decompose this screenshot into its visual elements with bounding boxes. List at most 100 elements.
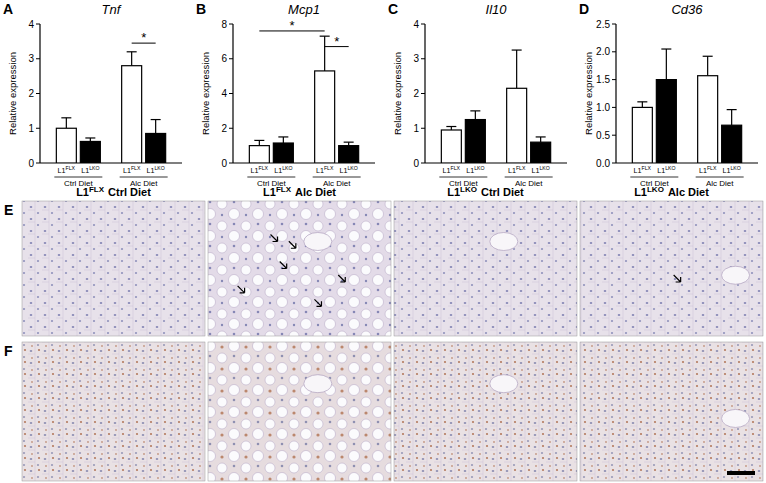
bar — [656, 80, 676, 163]
group-line — [313, 177, 361, 178]
arrow — [314, 299, 321, 306]
series-label: L1LKO — [722, 165, 740, 175]
label-superscript: LKO — [460, 185, 477, 194]
chart-title: Mcp1 — [288, 2, 320, 17]
y-tick — [229, 24, 233, 25]
diet-label: Ctrl Diet — [108, 186, 151, 198]
label-base: L1 — [657, 166, 665, 175]
error-bar — [731, 110, 732, 126]
error-bar — [707, 56, 708, 75]
error-cap — [320, 36, 330, 37]
panel-letter: D — [579, 1, 589, 17]
scale-bar — [727, 471, 755, 475]
y-tick — [36, 163, 40, 164]
label-superscript: LKO — [89, 165, 99, 171]
vessel — [304, 233, 332, 251]
error-bar — [666, 49, 667, 80]
chart-panel: Mcp1Relative expression02468L1FLXL1LKOCt… — [196, 1, 375, 188]
column-label: L1LKOAlc Diet — [634, 185, 709, 198]
chart-panel: TnfRelative expression01234L1FLXL1LKOCtr… — [3, 1, 182, 188]
label-base: L1 — [316, 166, 324, 175]
panel-letter: A — [3, 1, 13, 17]
error-cap — [344, 142, 354, 143]
series-label: L1FLX — [699, 165, 717, 175]
label-base: L1 — [531, 166, 539, 175]
y-tick-label: 0 — [28, 158, 34, 169]
diet-label: Alc Diet — [295, 186, 336, 198]
y-tick-label: 4 — [413, 19, 419, 30]
error-bar — [642, 102, 643, 108]
genotype-label: L1FLX — [76, 185, 105, 198]
error-cap — [512, 49, 522, 50]
vessel — [722, 409, 750, 427]
error-cap — [727, 109, 737, 110]
error-cap — [254, 140, 264, 141]
bar — [698, 76, 718, 163]
label-base: L1 — [263, 186, 276, 198]
series-label: L1LKO — [531, 165, 549, 175]
genotype-label: L1LKO — [447, 185, 477, 198]
label-base: L1 — [443, 166, 451, 175]
y-tick-label: 2 — [413, 88, 419, 99]
series-label: L1FLX — [58, 165, 76, 175]
y-tick-label: 4 — [28, 19, 34, 30]
error-cap — [637, 101, 647, 102]
group-line — [630, 177, 678, 178]
y-tick — [612, 24, 616, 25]
plot-area — [441, 50, 550, 163]
y-tick-label: 2 — [28, 88, 34, 99]
series-label: L1LKO — [339, 165, 357, 175]
y-tick — [421, 163, 425, 164]
vessel — [722, 266, 750, 284]
vessel — [490, 233, 518, 251]
label-superscript: LKO — [665, 165, 675, 171]
y-tick-label: 0.5 — [596, 130, 610, 141]
label-superscript: LKO — [730, 165, 740, 171]
chart-title: Tnf — [102, 2, 122, 17]
error-cap — [85, 137, 95, 138]
chart-panel: Cd36Relative expression0.00.51.01.52.02.… — [579, 1, 758, 188]
y-tick-label: 0 — [221, 158, 227, 169]
y-axis-label: Relative expression — [7, 52, 18, 135]
y-tick-label: 1.5 — [596, 74, 610, 85]
series-label: L1LKO — [466, 165, 484, 175]
error-cap — [446, 126, 456, 127]
error-cap — [278, 136, 288, 137]
label-superscript: LKO — [347, 165, 357, 171]
error-cap — [61, 117, 71, 118]
group-line — [439, 177, 487, 178]
x-tick-label: Alc Diet — [706, 179, 734, 188]
plot-area — [632, 49, 741, 163]
label-base: L1 — [634, 186, 647, 198]
label-base: L1 — [81, 166, 89, 175]
y-tick-label: 3 — [28, 53, 34, 64]
error-cap — [470, 110, 480, 111]
micrograph — [394, 342, 577, 481]
label-base: L1 — [251, 166, 259, 175]
error-bar — [283, 137, 284, 143]
error-bar — [131, 52, 132, 66]
y-axis-line — [615, 24, 616, 163]
series-label: L1FLX — [634, 165, 652, 175]
label-base: L1 — [76, 186, 89, 198]
genotype-label: L1LKO — [634, 185, 664, 198]
y-tick — [612, 79, 616, 80]
series-label: L1LKO — [274, 165, 292, 175]
error-bar — [324, 36, 325, 71]
arrow — [238, 286, 245, 293]
series-label: L1LKO — [146, 165, 164, 175]
bar — [632, 107, 652, 163]
y-tick — [612, 163, 616, 164]
significance-star: * — [141, 30, 146, 45]
column-label: L1LKOCtrl Diet — [447, 185, 524, 198]
y-tick-label: 0.0 — [596, 158, 610, 169]
label-superscript: LKO — [154, 165, 164, 171]
y-tick-label: 1 — [28, 123, 34, 134]
y-tick-label: 4 — [221, 88, 227, 99]
label-base: L1 — [634, 166, 642, 175]
bar — [122, 66, 142, 163]
error-bar — [475, 111, 476, 120]
chart-title: Il10 — [486, 2, 508, 17]
y-tick — [421, 58, 425, 59]
micrograph — [580, 342, 763, 481]
